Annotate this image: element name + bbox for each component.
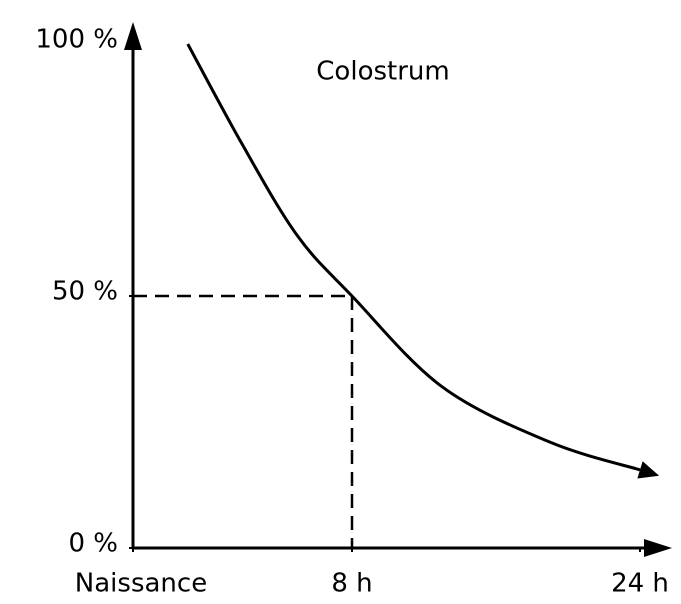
x-tick-label: 24 h (611, 569, 669, 599)
y-axis-arrow (124, 22, 142, 50)
line-arrow (637, 461, 660, 479)
x-tick-label: Naissance (75, 569, 207, 599)
x-tick-label: 8 h (331, 569, 372, 599)
x-axis-arrow (644, 539, 672, 557)
y-tick-label: 0 % (68, 529, 118, 559)
y-tick-label: 100 % (35, 25, 118, 55)
series-label: Colostrum (316, 57, 449, 87)
y-tick-label: 50 % (52, 277, 118, 307)
line-series (186, 43, 641, 472)
